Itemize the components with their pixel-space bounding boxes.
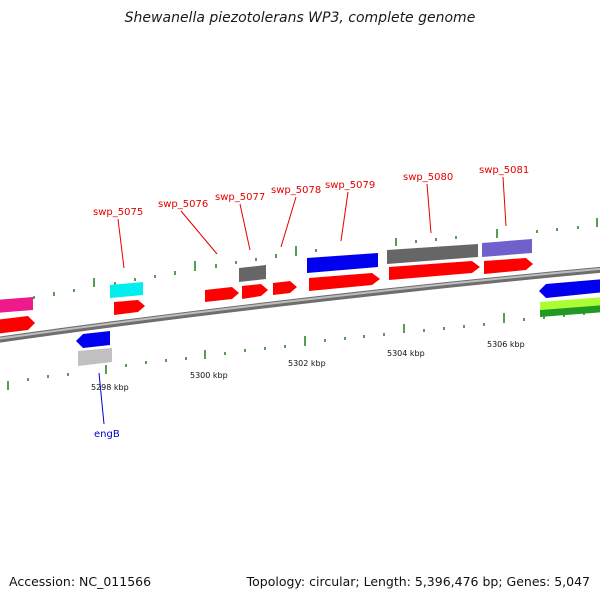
genome-backbone-highlight: [0, 267, 600, 340]
gene-engB[interactable]: [76, 331, 110, 348]
genome-title: Shewanella piezotolerans WP3, complete g…: [124, 10, 476, 26]
gene-swp-5080[interactable]: [387, 244, 478, 264]
reverse-genes: [76, 279, 600, 366]
gene-label-swp-5080[interactable]: swp_5080: [403, 172, 453, 183]
forward-strand-ticks: [12, 218, 598, 302]
kbp-label: 5304 kbp: [387, 349, 425, 358]
kbp-label: 5302 kbp: [288, 359, 326, 368]
gene-label-swp-5079[interactable]: swp_5079: [325, 180, 375, 191]
leader-engB: [98, 372, 105, 425]
leader-swp-5078: [280, 196, 297, 248]
leader-swp-5076: [180, 210, 218, 255]
leader-swp-5081: [502, 176, 507, 227]
forward-genes: [0, 239, 533, 334]
gene-right-lime[interactable]: [540, 297, 600, 310]
gene-swp-5075[interactable]: [110, 282, 143, 298]
kbp-label: 5300 kbp: [190, 371, 228, 380]
kbp-label: 5298 kbp: [91, 383, 129, 392]
gene-right-blue[interactable]: [539, 279, 600, 298]
reverse-strand-ticks: [7, 312, 585, 390]
label-leaders: [98, 176, 507, 425]
leader-swp-5080: [426, 183, 432, 234]
cds-arrow[interactable]: [0, 316, 35, 334]
genome-backbone: [0, 266, 600, 343]
accession-text: Accession: NC_011566: [9, 574, 152, 589]
gene-label-swp-5076[interactable]: swp_5076: [158, 199, 208, 210]
cds-swp-5075[interactable]: [114, 300, 145, 315]
cds-swp-5078[interactable]: [273, 281, 297, 295]
gene-swp-5077[interactable]: [239, 265, 266, 282]
gene-label-swp-5075[interactable]: swp_5075: [93, 207, 143, 218]
cds-swp-5081[interactable]: [484, 258, 533, 274]
gene-magenta[interactable]: [0, 297, 33, 313]
leader-swp-5077: [239, 203, 251, 251]
gene-right-green[interactable]: [540, 305, 600, 317]
cds-swp-5076[interactable]: [205, 287, 239, 302]
gene-label-swp-5078[interactable]: swp_5078: [271, 185, 321, 196]
kbp-label: 5306 kbp: [487, 340, 525, 349]
gene-engB-gray[interactable]: [78, 348, 112, 366]
leader-swp-5079: [340, 191, 349, 242]
cds-swp-5080[interactable]: [389, 261, 480, 280]
gene-swp-5081[interactable]: [482, 239, 532, 257]
gene-label-engB[interactable]: engB: [94, 429, 120, 440]
topology-text: Topology: circular; Length: 5,396,476 bp…: [246, 574, 590, 589]
gene-swp-5079[interactable]: [307, 253, 378, 273]
cds-swp-5077[interactable]: [242, 284, 268, 299]
kbp-scale-labels: 5298 kbp 5300 kbp 5302 kbp 5304 kbp 5306…: [91, 340, 525, 392]
cds-swp-5079[interactable]: [309, 273, 380, 291]
gene-label-swp-5081[interactable]: swp_5081: [479, 165, 529, 176]
gene-labels: swp_5075 swp_5076 swp_5077 swp_5078 swp_…: [93, 165, 529, 440]
gene-label-swp-5077[interactable]: swp_5077: [215, 192, 265, 203]
leader-swp-5075: [117, 218, 125, 269]
